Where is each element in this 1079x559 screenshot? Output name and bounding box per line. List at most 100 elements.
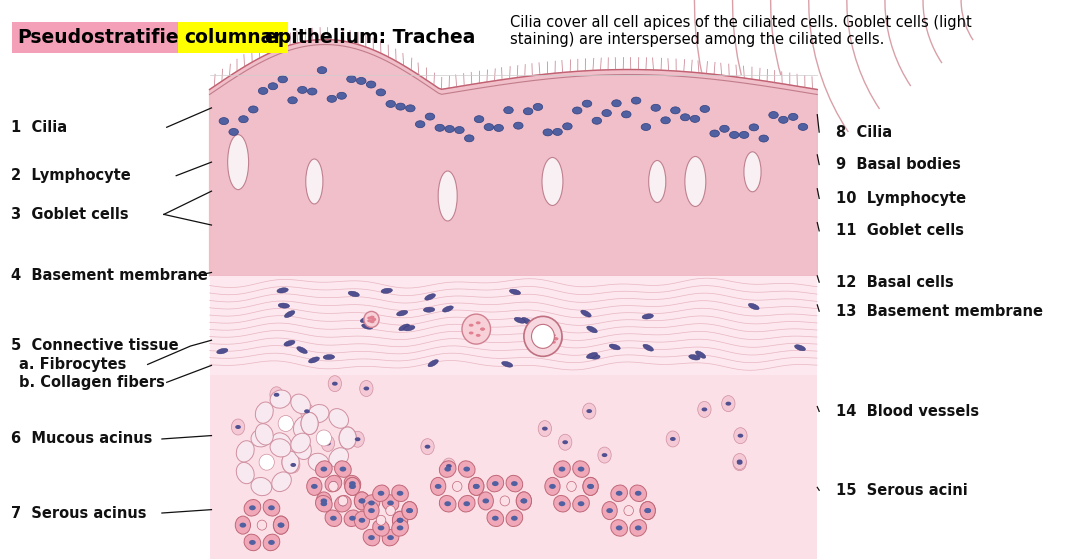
Ellipse shape	[733, 454, 747, 471]
Ellipse shape	[325, 510, 342, 527]
Ellipse shape	[354, 492, 370, 510]
Ellipse shape	[277, 523, 285, 528]
Ellipse shape	[330, 481, 337, 486]
Ellipse shape	[269, 83, 277, 90]
Ellipse shape	[421, 439, 434, 454]
Polygon shape	[209, 40, 817, 276]
Ellipse shape	[368, 535, 374, 540]
Ellipse shape	[511, 481, 518, 486]
Text: 1  Cilia: 1 Cilia	[12, 120, 68, 135]
Ellipse shape	[344, 510, 360, 527]
Ellipse shape	[397, 491, 404, 496]
Ellipse shape	[442, 458, 455, 474]
Ellipse shape	[370, 320, 374, 323]
Ellipse shape	[407, 508, 413, 513]
Text: 9  Basal bodies: 9 Basal bodies	[836, 157, 961, 172]
Ellipse shape	[285, 311, 295, 318]
Text: columnar: columnar	[183, 28, 283, 47]
Ellipse shape	[364, 529, 380, 546]
Ellipse shape	[442, 306, 453, 312]
Ellipse shape	[583, 477, 598, 495]
Ellipse shape	[463, 467, 470, 472]
Ellipse shape	[278, 76, 287, 83]
Ellipse shape	[759, 135, 768, 142]
Ellipse shape	[328, 376, 342, 392]
Ellipse shape	[329, 448, 349, 467]
Ellipse shape	[272, 472, 291, 491]
Ellipse shape	[368, 500, 374, 505]
Ellipse shape	[344, 475, 360, 492]
Ellipse shape	[366, 81, 375, 88]
Ellipse shape	[701, 408, 707, 411]
Ellipse shape	[305, 159, 323, 204]
Ellipse shape	[256, 402, 273, 423]
Ellipse shape	[425, 293, 436, 300]
Ellipse shape	[361, 324, 373, 329]
Ellipse shape	[651, 105, 660, 111]
Ellipse shape	[273, 516, 288, 534]
Ellipse shape	[309, 453, 329, 471]
Ellipse shape	[399, 324, 409, 331]
Circle shape	[543, 329, 562, 349]
Ellipse shape	[559, 501, 565, 506]
Ellipse shape	[634, 491, 642, 496]
Ellipse shape	[725, 401, 732, 406]
Ellipse shape	[229, 129, 238, 135]
Ellipse shape	[269, 540, 275, 545]
Ellipse shape	[468, 324, 474, 326]
Ellipse shape	[387, 535, 394, 540]
Ellipse shape	[511, 516, 518, 521]
Ellipse shape	[431, 477, 446, 495]
Ellipse shape	[382, 529, 399, 546]
Ellipse shape	[350, 484, 356, 489]
Ellipse shape	[402, 501, 418, 520]
Ellipse shape	[463, 501, 470, 506]
Ellipse shape	[396, 103, 406, 110]
Bar	[209, 375, 817, 559]
Text: 6  Mucous acinus: 6 Mucous acinus	[12, 432, 153, 447]
Ellipse shape	[377, 89, 385, 96]
Ellipse shape	[301, 413, 318, 434]
Ellipse shape	[332, 382, 338, 386]
Circle shape	[524, 316, 562, 356]
Ellipse shape	[616, 491, 623, 496]
Ellipse shape	[573, 495, 589, 512]
Ellipse shape	[355, 437, 360, 441]
Ellipse shape	[300, 403, 314, 419]
Ellipse shape	[622, 111, 631, 118]
Ellipse shape	[611, 520, 628, 536]
Ellipse shape	[330, 516, 337, 521]
Ellipse shape	[359, 381, 373, 396]
Circle shape	[257, 520, 267, 530]
Ellipse shape	[238, 116, 248, 123]
Ellipse shape	[630, 485, 646, 501]
Ellipse shape	[272, 433, 291, 452]
Ellipse shape	[552, 129, 562, 135]
Ellipse shape	[364, 501, 379, 520]
Ellipse shape	[587, 484, 593, 489]
Ellipse shape	[274, 393, 279, 397]
Ellipse shape	[256, 424, 273, 445]
Ellipse shape	[523, 108, 533, 115]
Ellipse shape	[358, 518, 366, 523]
Ellipse shape	[249, 540, 256, 545]
Text: 2  Lymphocyte: 2 Lymphocyte	[12, 168, 132, 183]
Ellipse shape	[587, 352, 598, 358]
Ellipse shape	[798, 124, 808, 130]
Ellipse shape	[334, 495, 352, 512]
Ellipse shape	[415, 121, 425, 127]
Ellipse shape	[520, 499, 528, 504]
Ellipse shape	[386, 101, 396, 107]
Ellipse shape	[473, 484, 479, 489]
Ellipse shape	[482, 499, 489, 504]
Ellipse shape	[749, 304, 760, 310]
Ellipse shape	[640, 501, 655, 520]
Ellipse shape	[340, 501, 346, 506]
Ellipse shape	[573, 107, 582, 114]
Ellipse shape	[691, 115, 700, 122]
Ellipse shape	[445, 467, 451, 472]
Ellipse shape	[737, 461, 742, 465]
Ellipse shape	[293, 438, 312, 459]
Ellipse shape	[334, 461, 352, 477]
Ellipse shape	[551, 334, 556, 337]
